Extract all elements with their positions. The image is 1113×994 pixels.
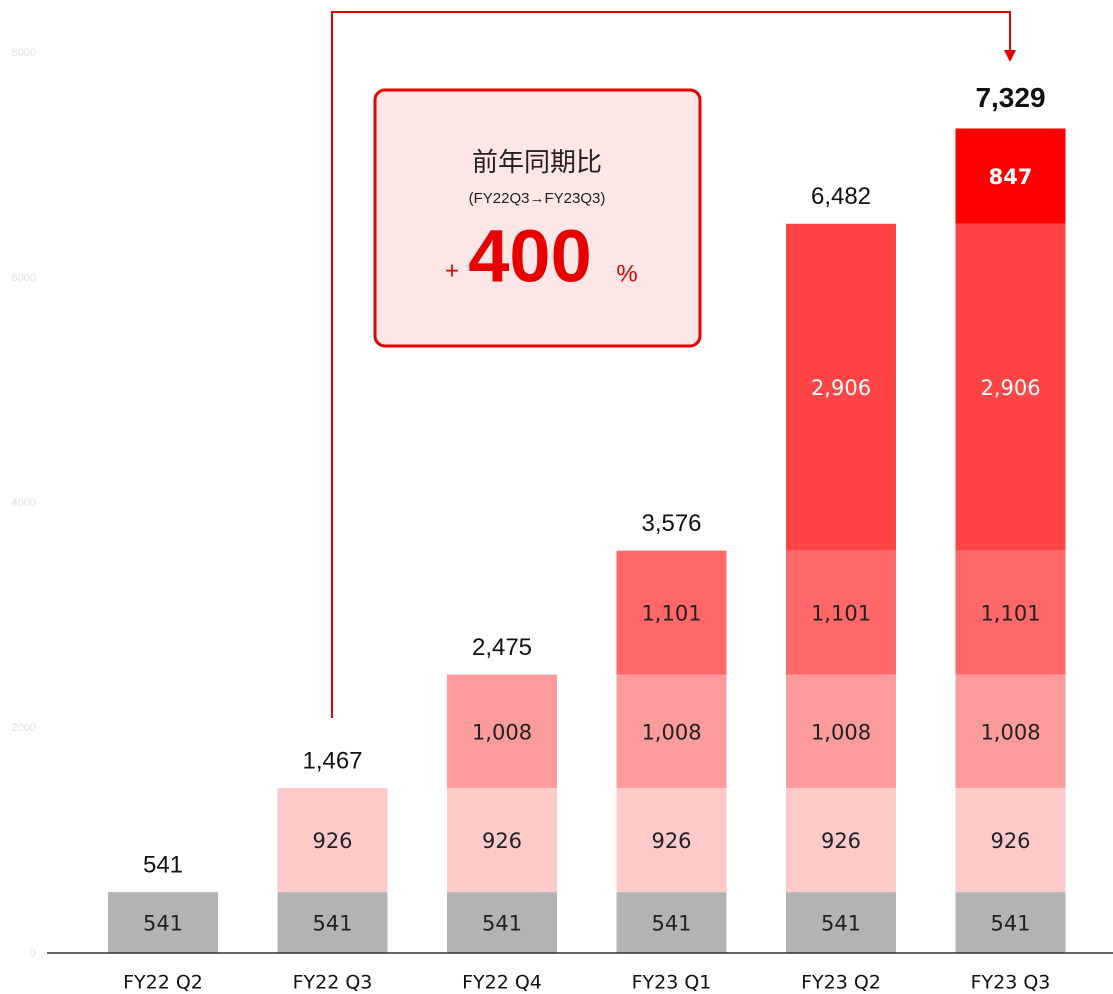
bar-segment <box>447 787 557 893</box>
bar-segment <box>616 550 727 675</box>
annotation-prefix: + <box>445 257 459 284</box>
bar-segment <box>616 787 727 893</box>
arrow-head <box>1004 50 1016 62</box>
segment-label: 1,008 <box>811 720 871 744</box>
bar-segment <box>786 674 896 788</box>
bar-segment <box>786 892 896 953</box>
total-label: 6,482 <box>811 183 871 210</box>
bar-segment <box>955 550 1066 675</box>
segment-label: 926 <box>651 829 691 853</box>
total-label: 541 <box>143 851 183 878</box>
segment-label: 2,906 <box>980 376 1040 400</box>
segment-label: 1,101 <box>980 602 1040 626</box>
segment-label: 541 <box>990 912 1030 936</box>
y-tick-label: 0 <box>30 947 36 959</box>
segment-label: 847 <box>989 165 1033 189</box>
x-tick-label: FY23 Q1 <box>632 972 712 994</box>
bar-segment <box>786 550 896 675</box>
bar-segment <box>955 223 1066 551</box>
y-tick-label: 4000 <box>12 497 36 509</box>
bar-segment <box>616 674 727 788</box>
bar-segment <box>108 892 218 953</box>
segment-label: 541 <box>651 912 691 936</box>
segment-label: 541 <box>482 912 522 936</box>
total-label: 3,576 <box>641 510 701 537</box>
bar-segment <box>955 892 1066 953</box>
bar-segment <box>955 674 1066 788</box>
segment-label: 541 <box>821 912 861 936</box>
x-tick-label: FY22 Q2 <box>123 972 203 994</box>
x-tick-label: FY23 Q3 <box>971 972 1051 994</box>
total-label: 2,475 <box>472 634 532 661</box>
y-tick-label: 6000 <box>12 272 36 284</box>
segment-label: 1,008 <box>641 720 701 744</box>
annotation-title: 前年同期比 <box>472 147 602 177</box>
segment-label: 1,101 <box>811 602 871 626</box>
segment-label: 926 <box>990 829 1030 853</box>
y-tick-label: 2000 <box>12 722 36 734</box>
bar-segment <box>447 892 557 953</box>
annotation-box <box>373 88 702 348</box>
segment-label: 926 <box>312 829 352 853</box>
y-tick-label: 8000 <box>12 47 36 59</box>
x-tick-label: FY23 Q2 <box>801 972 881 994</box>
bar-segment <box>786 223 896 551</box>
comparison-arrow <box>331 11 1011 718</box>
segment-label: 926 <box>482 829 522 853</box>
bar-segment <box>955 128 1066 224</box>
bar-segment <box>786 787 896 893</box>
x-tick-label: FY22 Q4 <box>462 972 542 994</box>
segment-label: 541 <box>312 912 352 936</box>
bar-segment <box>955 787 1066 893</box>
segment-label: 926 <box>821 829 861 853</box>
segment-label: 2,906 <box>811 376 871 400</box>
bar-segment <box>616 892 727 953</box>
segment-label: 1,008 <box>472 720 532 744</box>
annotation-subtitle: (FY22Q3→FY23Q3) <box>469 190 606 207</box>
annotation-value: 400 <box>468 215 591 298</box>
bar-segment <box>447 674 557 788</box>
bar-segment <box>277 787 388 893</box>
annotation-suffix: % <box>616 260 637 287</box>
bar-segment <box>277 892 388 953</box>
x-tick-label: FY22 Q3 <box>293 972 373 994</box>
segment-label: 1,101 <box>641 602 701 626</box>
total-label: 7,329 <box>975 82 1045 113</box>
segment-label: 1,008 <box>980 720 1040 744</box>
total-label: 1,467 <box>302 747 362 774</box>
segment-label: 541 <box>143 912 183 936</box>
